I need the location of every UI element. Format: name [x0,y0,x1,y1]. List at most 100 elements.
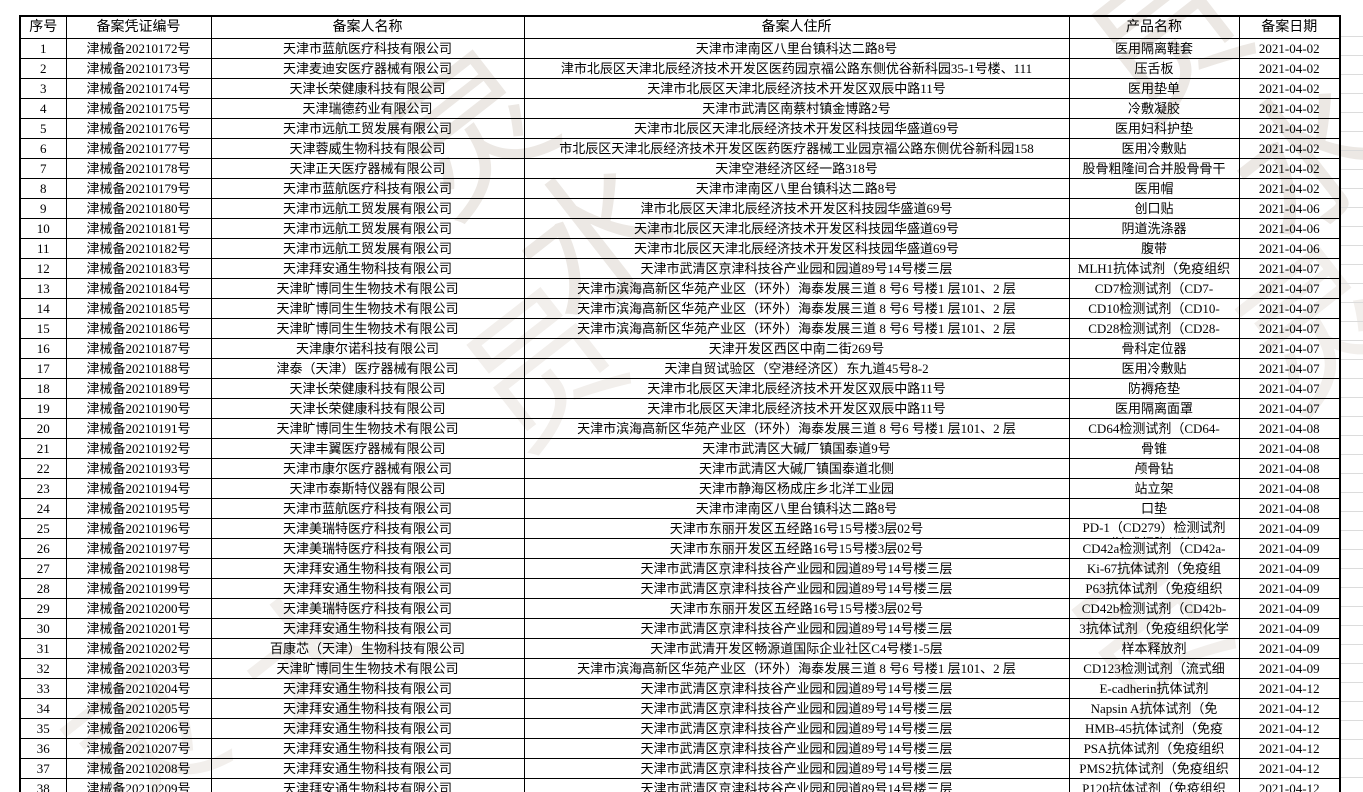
cell-seq: 28 [19,578,67,599]
cell-date: 2021-04-02 [1238,58,1341,79]
cell-date: 2021-04-09 [1238,638,1341,659]
cell-seq: 16 [19,338,67,359]
cell-prod: CD10检测试剂（CD10- [1068,298,1240,319]
cell-addr: 天津市武清区京津科技谷产业园和园道89号14号楼三层 [523,578,1070,599]
gridline [1341,74,1363,75]
cell-name: 天津旷博同生生物技术有限公司 [210,658,525,679]
cell-date: 2021-04-07 [1238,258,1341,279]
cell-cert: 津械备20210176号 [65,118,212,139]
cell-addr: 天津市武清区京津科技谷产业园和园道89号14号楼三层 [523,718,1070,739]
cell-seq: 34 [19,698,67,719]
cell-prod: 阴道洗涤器 [1068,218,1240,239]
cell-addr: 天津市武清区京津科技谷产业园和园道89号14号楼三层 [523,618,1070,639]
gridline [1341,245,1363,246]
cell-date: 2021-04-12 [1238,758,1341,779]
gridline [1341,359,1363,360]
gridline [1341,473,1363,474]
cell-date: 2021-04-07 [1238,298,1341,319]
gridline [1341,93,1363,94]
gridline [1341,492,1363,493]
cell-cert: 津械备20210190号 [65,398,212,419]
table-row: 20 津械备20210191号 天津旷博同生生物技术有限公司 天津市滨海高新区华苑产业… [19,418,1341,439]
cell-cert: 津械备20210204号 [65,678,212,699]
gridline [1341,739,1363,740]
cell-prod: 医用冷敷贴 [1068,138,1240,159]
table-row: 4 津械备20210175号 天津瑞德药业有限公司 天津市武清区南蔡村镇金博路2号 冷敷… [19,98,1341,119]
table-row: 8 津械备20210179号 天津市蓝航医疗科技有限公司 天津市津南区八里台镇科达二路… [19,178,1341,199]
cell-date: 2021-04-07 [1238,358,1341,379]
gridline [1341,644,1363,645]
gridline [1341,758,1363,759]
cell-name: 天津拜安通生物科技有限公司 [210,778,525,792]
gridline [1341,264,1363,265]
gridline [1341,131,1363,132]
cell-cert: 津械备20210180号 [65,198,212,219]
cell-addr: 天津市滨海高新区华苑产业区（环外）海泰发展三道 8 号6 号楼1 层101、2 … [523,318,1070,339]
cell-cert: 津械备20210193号 [65,458,212,479]
cell-addr: 天津市武清区大碱厂镇国泰道9号 [523,438,1070,459]
cell-date: 2021-04-09 [1238,618,1341,639]
cell-seq: 18 [19,378,67,399]
cell-cert: 津械备20210188号 [65,358,212,379]
cell-seq: 1 [19,38,67,59]
cell-addr: 天津市北辰区天津北辰经济技术开发区双辰中路11号 [523,378,1070,399]
table-row: 5 津械备20210176号 天津市远航工贸发展有限公司 天津市北辰区天津北辰经济技术… [19,118,1341,139]
cell-seq: 36 [19,738,67,759]
cell-name: 天津市蓝航医疗科技有限公司 [210,38,525,59]
table-row: 35 津械备20210206号 天津拜安通生物科技有限公司 天津市武清区京津科技谷产业… [19,718,1341,739]
cell-name: 天津拜安通生物科技有限公司 [210,718,525,739]
cell-prod: 创口贴 [1068,198,1240,219]
cell-prod: CD42a检测试剂（CD42a- [1068,538,1240,559]
cell-prod: CD28检测试剂（CD28- [1068,318,1240,339]
cell-date: 2021-04-08 [1238,418,1341,439]
col-header-addr: 备案人住所 [523,15,1070,39]
cell-addr: 天津开发区西区中南二街269号 [523,338,1070,359]
cell-name: 天津拜安通生物科技有限公司 [210,258,525,279]
cell-seq: 14 [19,298,67,319]
cell-addr: 天津市武清区京津科技谷产业园和园道89号14号楼三层 [523,558,1070,579]
cell-name: 天津长荣健康科技有限公司 [210,378,525,399]
cell-name: 天津旷博同生生物技术有限公司 [210,298,525,319]
cell-seq: 11 [19,238,67,259]
table-row: 22 津械备20210193号 天津市康尔医疗器械有限公司 天津市武清区大碱厂镇国泰道… [19,458,1341,479]
cell-prod: 防褥疮垫 [1068,378,1240,399]
cell-cert: 津械备20210205号 [65,698,212,719]
cell-name: 津泰（天津）医疗器械有限公司 [210,358,525,379]
cell-cert: 津械备20210209号 [65,778,212,792]
table-row: 11 津械备20210182号 天津市远航工贸发展有限公司 天津市北辰区天津北辰经济技… [19,238,1341,259]
gridline [1341,587,1363,588]
cell-name: 天津蓉威生物科技有限公司 [210,138,525,159]
cell-date: 2021-04-09 [1238,578,1341,599]
cell-date: 2021-04-12 [1238,778,1341,792]
cell-addr: 市北辰区天津北辰经济技术开发区医药医疗器械工业园京福公路东侧优谷新科园158 [523,138,1070,159]
cell-name: 天津市泰斯特仪器有限公司 [210,478,525,499]
cell-cert: 津械备20210183号 [65,258,212,279]
cell-name: 天津美瑞特医疗科技有限公司 [210,598,525,619]
gridline [1341,530,1363,531]
cell-cert: 津械备20210198号 [65,558,212,579]
cell-seq: 17 [19,358,67,379]
table-row: 14 津械备20210185号 天津旷博同生生物技术有限公司 天津市滨海高新区华苑产业… [19,298,1341,319]
cell-name: 天津市康尔医疗器械有限公司 [210,458,525,479]
cell-addr: 天津市静海区杨成庄乡北洋工业园 [523,478,1070,499]
cell-cert: 津械备20210200号 [65,598,212,619]
cell-cert: 津械备20210186号 [65,318,212,339]
gridline [1341,720,1363,721]
cell-date: 2021-04-07 [1238,318,1341,339]
cell-cert: 津械备20210172号 [65,38,212,59]
cell-date: 2021-04-08 [1238,498,1341,519]
cell-cert: 津械备20210182号 [65,238,212,259]
cell-cert: 津械备20210177号 [65,138,212,159]
cell-cert: 津械备20210192号 [65,438,212,459]
cell-seq: 29 [19,598,67,619]
cell-cert: 津械备20210206号 [65,718,212,739]
cell-prod: 口垫 [1068,498,1240,519]
cell-name: 天津拜安通生物科技有限公司 [210,738,525,759]
cell-prod: 骨科定位器 [1068,338,1240,359]
cell-seq: 12 [19,258,67,279]
cell-date: 2021-04-07 [1238,378,1341,399]
table-row: 32 津械备20210203号 天津旷博同生生物技术有限公司 天津市滨海高新区华苑产业… [19,658,1341,679]
cell-seq: 37 [19,758,67,779]
cell-prod: PMS2抗体试剂（免疫组织 [1068,758,1240,779]
cell-date: 2021-04-09 [1238,658,1341,679]
